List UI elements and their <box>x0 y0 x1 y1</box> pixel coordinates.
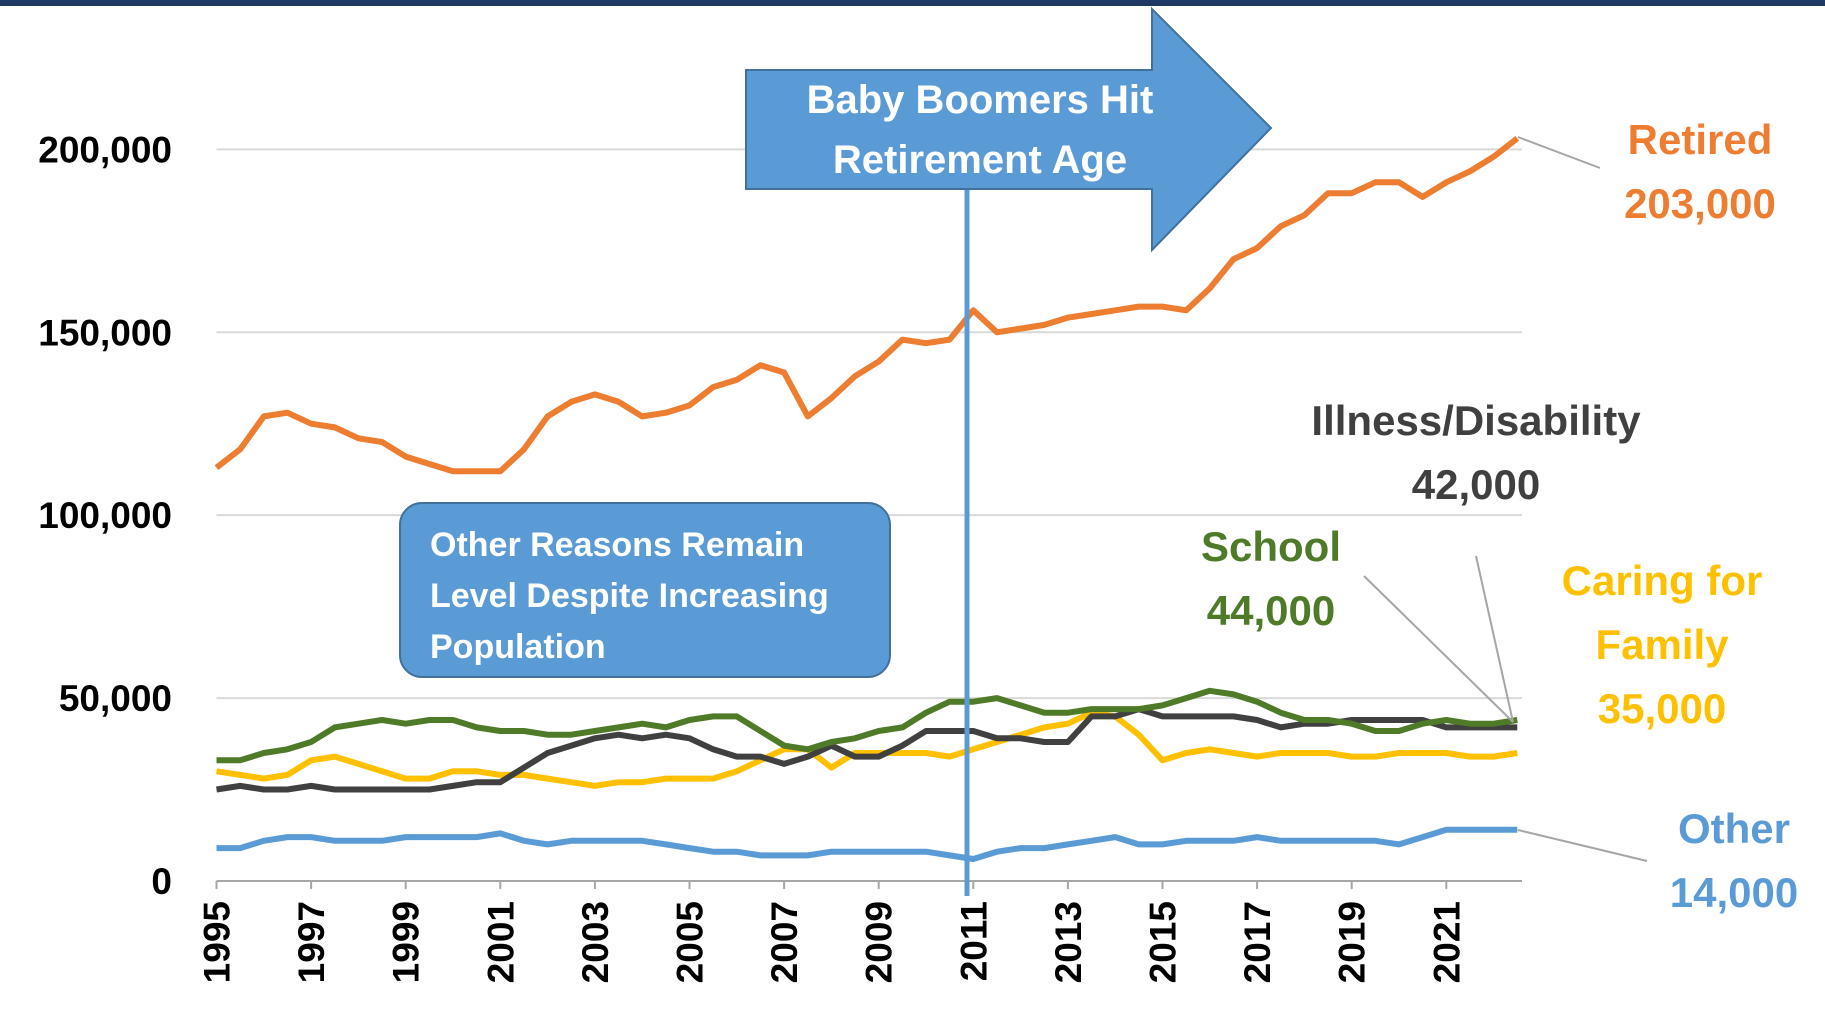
x-tick-label: 2015 <box>1143 901 1184 983</box>
series-end-label: 35,000 <box>1597 685 1727 732</box>
leader-line <box>1475 555 1514 723</box>
series-line <box>216 826 1518 862</box>
series-end-label: 14,000 <box>1669 869 1799 916</box>
y-tick-label: 200,000 <box>38 129 172 170</box>
x-tick-label: 2021 <box>1426 901 1467 983</box>
leader-line <box>1363 575 1514 723</box>
top-band <box>0 0 1825 6</box>
series-name: School <box>1200 523 1341 570</box>
x-tick-label: 1997 <box>291 901 332 983</box>
series-end-label: 203,000 <box>1624 180 1776 227</box>
x-tick-label: 2011 <box>953 901 994 981</box>
series-name: Other <box>1677 805 1790 852</box>
series-line <box>216 706 1518 793</box>
series-line <box>216 687 1518 764</box>
y-tick-label: 150,000 <box>38 312 172 353</box>
note-box <box>399 502 891 678</box>
x-tick-label: 1999 <box>386 901 427 983</box>
leader-line <box>1517 829 1648 862</box>
series-name: Retired <box>1627 116 1773 163</box>
x-tick-label: 2001 <box>480 901 521 983</box>
box-text: Other Reasons Remain Level Despite Incre… <box>430 526 829 666</box>
y-tick-label: 0 <box>151 861 172 902</box>
x-tick-label: 2019 <box>1332 901 1373 983</box>
series-name: Illness/Disability <box>1311 397 1641 444</box>
series-line <box>214 136 1520 475</box>
leader-line <box>1517 136 1601 169</box>
x-tick-label: 1995 <box>197 901 238 983</box>
series-end-label: 42,000 <box>1411 461 1541 508</box>
x-tick-label: 2005 <box>670 901 711 983</box>
series-end-label: 44,000 <box>1206 587 1336 634</box>
arrow-text: Baby Boomers Hit Retirement Age <box>806 78 1154 182</box>
x-tick-label: 2003 <box>575 901 616 983</box>
x-tick-label: 2017 <box>1237 901 1278 983</box>
y-tick-label: 50,000 <box>59 678 172 719</box>
y-tick-label: 100,000 <box>38 495 172 536</box>
arrow <box>745 6 1273 253</box>
x-tick-label: 2009 <box>859 901 900 983</box>
x-tick-label: 2013 <box>1048 901 1089 983</box>
series-line <box>216 709 1518 789</box>
series-name: Caring for Family <box>1561 557 1763 668</box>
x-tick-label: 2007 <box>764 901 805 983</box>
